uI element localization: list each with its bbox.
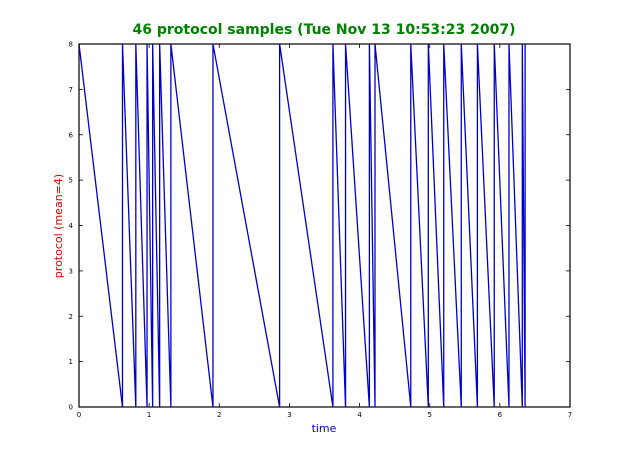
y-tick-label: 8 xyxy=(69,41,73,49)
x-tick-label: 2 xyxy=(217,411,221,419)
y-tick-label: 3 xyxy=(69,267,73,275)
x-tick-label: 7 xyxy=(568,411,572,419)
x-tick-label: 5 xyxy=(427,411,431,419)
y-tick-label: 6 xyxy=(69,131,74,139)
y-axis-label: protocol (mean=4) xyxy=(52,174,65,278)
plot-area xyxy=(78,43,571,408)
x-tick-label: 1 xyxy=(147,411,151,419)
y-tick-label: 5 xyxy=(69,177,73,185)
x-tick-label: 4 xyxy=(357,411,362,419)
y-tick-label: 2 xyxy=(69,313,73,321)
chart-title: 46 protocol samples (Tue Nov 13 10:53:23… xyxy=(132,22,515,38)
x-tick-label: 3 xyxy=(287,411,291,419)
x-axis: 0 1 2 3 4 5 6 7 xyxy=(77,44,572,419)
series-line-protocol xyxy=(78,43,526,408)
y-tick-label: 0 xyxy=(69,404,73,412)
x-tick-label: 6 xyxy=(498,411,503,419)
y-tick-label: 4 xyxy=(69,222,74,230)
y-tick-label: 1 xyxy=(69,358,73,366)
y-axis: 0 1 2 3 4 5 6 7 8 xyxy=(69,41,570,412)
x-axis-label: time xyxy=(312,422,337,435)
x-tick-label: 0 xyxy=(77,411,81,419)
y-tick-label: 7 xyxy=(69,86,73,94)
